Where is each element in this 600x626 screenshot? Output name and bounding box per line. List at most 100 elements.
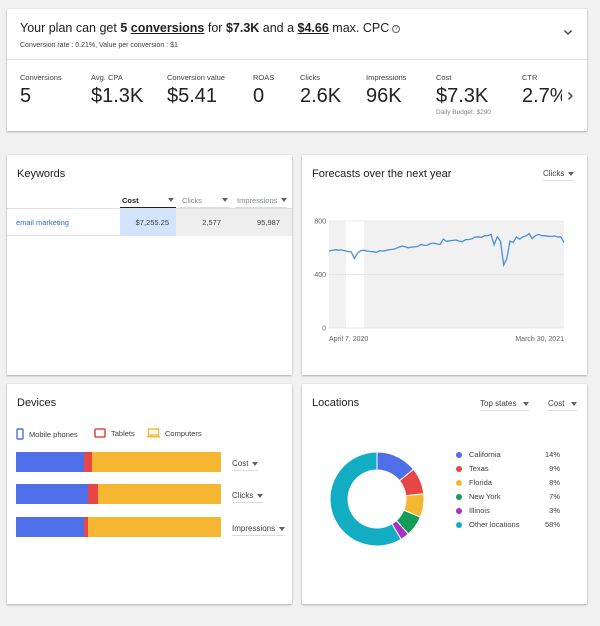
column-label: Cost xyxy=(122,195,139,205)
bar-segment-mobile-phones xyxy=(16,484,88,504)
metric-conversion-value: Conversion value $5.41 xyxy=(167,73,225,108)
device-bar-impressions xyxy=(16,517,221,537)
location-pct: 9% xyxy=(549,464,560,473)
chevron-down-icon xyxy=(568,171,575,176)
bar-segment-mobile-phones xyxy=(16,452,84,472)
location-name: California xyxy=(469,450,501,459)
location-item-florida[interactable]: Florida 8% xyxy=(456,478,560,487)
metric-ctr: CTR 2.7% xyxy=(522,73,562,108)
bar-segment-computers xyxy=(87,517,221,537)
location-item-texas[interactable]: Texas 9% xyxy=(456,464,560,473)
metric-impressions: Impressions 96K xyxy=(366,73,406,108)
sort-down-icon xyxy=(168,198,174,202)
headline-text: Your plan can get xyxy=(20,21,121,35)
column-header-impressions[interactable]: Impressions xyxy=(235,192,288,208)
metric-value: 5 xyxy=(20,85,32,107)
chevron-down-icon[interactable] xyxy=(563,27,573,37)
legend-dot xyxy=(456,465,462,472)
legend-dot xyxy=(456,507,462,514)
headline-conversions-link[interactable]: conversions xyxy=(130,21,205,35)
column-label: Clicks xyxy=(182,195,202,205)
help-icon[interactable]: ? xyxy=(392,25,401,33)
legend-tablets[interactable]: Tablets xyxy=(94,428,135,438)
device-metric-dropdown-clicks[interactable]: Clicks xyxy=(232,491,264,503)
metric-value: $1.3K xyxy=(91,85,144,107)
location-item-illinois[interactable]: Illinois 3% xyxy=(456,506,560,515)
chevron-right-icon[interactable] xyxy=(565,91,575,101)
metric-label: Impressions xyxy=(366,73,407,82)
chevron-down-icon xyxy=(222,198,228,202)
dropdown-value: Impressions xyxy=(232,524,276,533)
x-tick-label-start: April 7, 2020 xyxy=(329,336,368,343)
dropdown-value: Cost xyxy=(232,459,249,468)
table-row[interactable]: email marketing $7,255.25 2,577 95,987 xyxy=(7,208,292,236)
plan-summary-card: Your plan can get 5 conversions for $7.3… xyxy=(7,9,587,131)
location-pct: 58% xyxy=(544,520,560,529)
legend-dot xyxy=(456,493,462,500)
location-metric-dropdown[interactable]: Cost xyxy=(548,399,578,411)
dropdown-value: Cost xyxy=(548,399,565,408)
metric-value: 2.6K xyxy=(300,85,342,107)
region-dropdown[interactable]: Top states xyxy=(480,399,530,411)
devices-card: Devices Mobile phones Tablets Computers … xyxy=(7,384,292,604)
device-metric-dropdown-cost[interactable]: Cost xyxy=(232,459,259,471)
column-header-cost[interactable]: Cost xyxy=(120,192,176,208)
metric-value: 96K xyxy=(366,85,402,107)
keyword-cell[interactable]: email marketing xyxy=(16,218,69,227)
forecast-metric-dropdown[interactable]: Clicks xyxy=(543,169,575,181)
dropdown-value: Clicks xyxy=(543,169,565,178)
metric-label: ROAS xyxy=(253,73,275,82)
column-label: Impressions xyxy=(237,195,278,205)
y-tick-label: 0 xyxy=(322,326,326,333)
mobile-phone-icon xyxy=(16,428,24,440)
chevron-down-icon xyxy=(279,526,286,531)
metric-conversions: Conversions 5 xyxy=(20,73,62,108)
headline-cost: $7.3K xyxy=(225,21,260,35)
clicks-cell: 2,577 xyxy=(202,218,221,227)
series-line xyxy=(328,232,565,268)
headline-max-cpc-link[interactable]: $4.66 xyxy=(297,21,329,35)
location-item-new-york[interactable]: New York 7% xyxy=(456,492,560,501)
bar-segment-computers xyxy=(98,484,221,504)
bar-segment-tablets xyxy=(83,452,92,472)
y-tick-label: 400 xyxy=(314,272,326,279)
impressions-cell: 95,987 xyxy=(257,218,280,227)
y-tick-label: 800 xyxy=(314,219,326,226)
location-item-california[interactable]: California 14% xyxy=(456,450,560,459)
metric-label: Conversions xyxy=(20,73,62,82)
headline-text: and a xyxy=(259,21,298,35)
row-metrics-bg xyxy=(176,209,292,236)
headline-text: for xyxy=(204,21,226,35)
location-name: Other locations xyxy=(469,520,520,529)
metric-label: Conversion value xyxy=(167,73,225,82)
locations-title: Locations xyxy=(312,397,360,409)
chevron-down-icon xyxy=(281,198,288,202)
cost-cell: $7,255.25 xyxy=(120,209,176,236)
keywords-card: Keywords Cost Clicks Impressions email m… xyxy=(7,155,292,375)
legend-computers[interactable]: Computers xyxy=(147,428,202,438)
location-item-other-locations[interactable]: Other locations 58% xyxy=(456,520,560,529)
tablet-icon xyxy=(94,428,106,438)
location-name: Florida xyxy=(469,478,492,487)
metric-value: $7.3K xyxy=(436,85,489,107)
legend-mobile-phones[interactable]: Mobile phones xyxy=(16,428,78,440)
bar-segment-tablets xyxy=(83,517,88,537)
metric-label: Cost xyxy=(436,73,452,82)
plan-headline: Your plan can get 5 conversions for $7.3… xyxy=(20,21,401,35)
metric-clicks: Clicks 2.6K xyxy=(300,73,341,108)
location-pct: 3% xyxy=(549,506,560,515)
bar-segment-tablets xyxy=(87,484,98,504)
computer-icon xyxy=(147,428,160,438)
forecast-chart: 0 400 800 April 7, 2020 March 30, 2021 xyxy=(314,219,565,343)
device-metric-dropdown-impressions[interactable]: Impressions xyxy=(232,524,286,536)
bar-segment-computers xyxy=(91,452,221,472)
legend-dot xyxy=(456,479,462,486)
legend-dot xyxy=(456,451,462,458)
metric-value: $5.41 xyxy=(167,85,218,107)
locations-donut-chart xyxy=(329,451,425,547)
metric-avg-cpa: Avg. CPA $1.3K xyxy=(91,73,143,108)
device-bar-clicks xyxy=(16,484,221,504)
legend-label: Computers xyxy=(165,428,202,438)
metric-roas: ROAS 0 xyxy=(253,73,274,108)
column-header-clicks[interactable]: Clicks xyxy=(180,192,230,208)
